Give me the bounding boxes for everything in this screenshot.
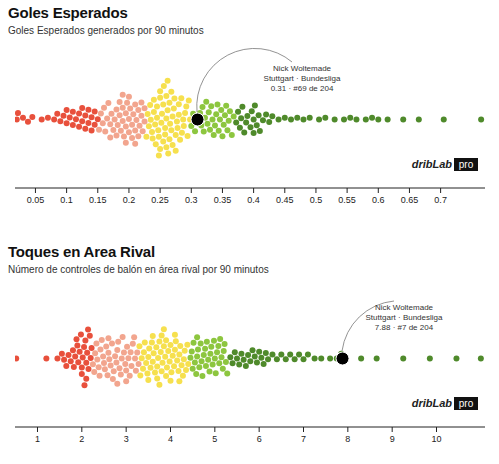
svg-text:0.5: 0.5 xyxy=(310,195,323,205)
html-text:Goles Esperados generados por: Goles Esperados generados por 90 minutos xyxy=(8,25,204,36)
svg-text:4: 4 xyxy=(168,434,173,444)
svg-text:0.1: 0.1 xyxy=(60,195,73,205)
svg-text:0.05: 0.05 xyxy=(27,195,45,205)
svg-text:0.55: 0.55 xyxy=(338,195,356,205)
svg-text:0.35: 0.35 xyxy=(214,195,232,205)
svg-text:0.3: 0.3 xyxy=(185,195,198,205)
svg-text:0.25: 0.25 xyxy=(151,195,169,205)
svg-text:dribLab: dribLab xyxy=(412,397,453,409)
svg-text:1: 1 xyxy=(35,434,40,444)
svg-text:3: 3 xyxy=(124,434,129,444)
svg-text:Nick Woltemade: Nick Woltemade xyxy=(375,303,434,312)
svg-text:Stuttgart · Bundesliga: Stuttgart · Bundesliga xyxy=(264,74,341,83)
svg-text:Nick Woltemade: Nick Woltemade xyxy=(273,64,332,73)
svg-text:pro: pro xyxy=(459,159,474,170)
svg-text:Stuttgart · Bundesliga: Stuttgart · Bundesliga xyxy=(366,313,443,322)
svg-text:10: 10 xyxy=(432,434,442,444)
html-text:Toques en Area Rival: Toques en Area Rival xyxy=(8,243,155,260)
svg-text:0.65: 0.65 xyxy=(401,195,419,205)
svg-text:6: 6 xyxy=(257,434,262,444)
svg-text:0.45: 0.45 xyxy=(276,195,294,205)
svg-text:dribLab: dribLab xyxy=(412,158,453,170)
svg-text:0.2: 0.2 xyxy=(123,195,136,205)
svg-text:7: 7 xyxy=(301,434,306,444)
html-text:Número de controles de balón e: Número de controles de balón en área riv… xyxy=(8,264,269,275)
svg-text:5: 5 xyxy=(212,434,217,444)
html-text:Goles Esperados: Goles Esperados xyxy=(8,4,128,21)
svg-text:0.7: 0.7 xyxy=(434,195,447,205)
svg-text:pro: pro xyxy=(459,398,474,409)
svg-text:0.15: 0.15 xyxy=(89,195,107,205)
svg-text:2: 2 xyxy=(79,434,84,444)
svg-text:0.31 · #69 de 204: 0.31 · #69 de 204 xyxy=(271,84,334,93)
svg-text:7.88 · #7 de 204: 7.88 · #7 de 204 xyxy=(375,323,434,332)
svg-text:8: 8 xyxy=(345,434,350,444)
svg-text:9: 9 xyxy=(390,434,395,444)
svg-text:0.6: 0.6 xyxy=(372,195,385,205)
svg-text:0.4: 0.4 xyxy=(247,195,260,205)
